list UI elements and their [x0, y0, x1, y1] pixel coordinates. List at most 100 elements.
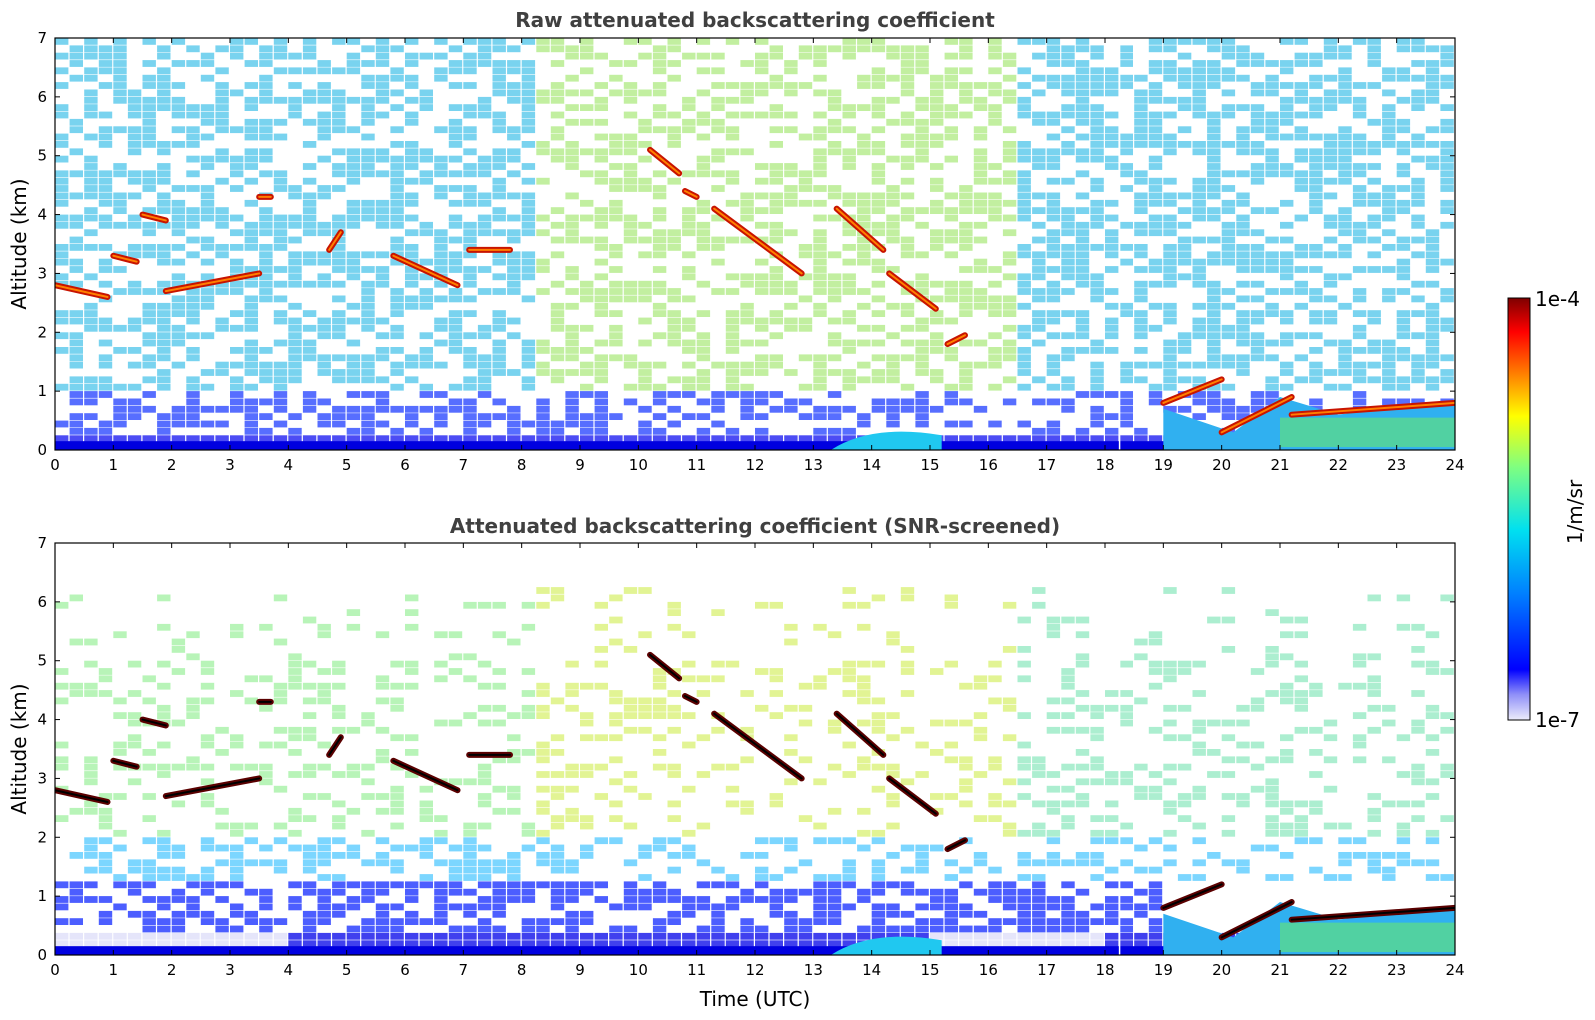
backscatter-cell	[288, 903, 302, 911]
backscatter-cell	[988, 756, 1002, 764]
backscatter-cell	[448, 133, 463, 141]
backscatter-cell	[536, 807, 550, 815]
backscatter-cell	[463, 199, 477, 207]
backscatter-cell	[98, 67, 113, 75]
backscatter-cell	[857, 221, 871, 229]
backscatter-cell	[930, 163, 944, 170]
backscatter-cell	[1075, 148, 1090, 156]
backscatter-cell	[492, 258, 506, 266]
backscatter-cell	[1134, 177, 1148, 185]
backscatter-cell	[871, 726, 886, 734]
backscatter-cell	[784, 844, 798, 852]
backscatter-cell	[959, 910, 973, 918]
backscatter-cell	[463, 866, 477, 874]
backscatter-cell	[375, 89, 390, 97]
backscatter-cell	[1032, 339, 1046, 347]
backscatter-cell	[375, 852, 390, 859]
backscatter-cell	[98, 376, 113, 384]
backscatter-cell	[973, 82, 988, 89]
backscatter-cell	[69, 398, 83, 406]
backscatter-cell	[900, 932, 915, 940]
backscatter-cell	[740, 302, 754, 310]
backscatter-cell	[186, 631, 200, 639]
backscatter-cell	[244, 266, 258, 273]
backscatter-cell	[1148, 383, 1163, 391]
backscatter-cell	[580, 682, 594, 690]
backscatter-cell	[273, 244, 288, 251]
backscatter-cell	[594, 405, 608, 413]
backscatter-cell	[390, 763, 404, 771]
backscatter-cell	[142, 141, 156, 148]
backscatter-cell	[944, 859, 958, 867]
backscatter-cell	[740, 361, 754, 369]
backscatter-cell	[463, 126, 477, 134]
backscatter-cell	[857, 192, 871, 200]
backscatter-cell	[1046, 829, 1061, 837]
backscatter-cell	[200, 874, 215, 881]
backscatter-cell	[857, 925, 871, 933]
backscatter-cell	[842, 199, 856, 207]
backscatter-cell	[259, 258, 273, 266]
backscatter-cell	[813, 903, 827, 911]
backscatter-cell	[288, 302, 302, 310]
backscatter-cell	[98, 918, 113, 925]
backscatter-cell	[69, 266, 83, 273]
backscatter-cell	[813, 427, 827, 435]
backscatter-cell	[521, 347, 536, 354]
backscatter-cell	[69, 214, 83, 222]
backscatter-cell	[521, 383, 536, 391]
backscatter-cell	[959, 244, 973, 251]
backscatter-cell	[1309, 800, 1323, 808]
backscatter-cell	[346, 940, 361, 948]
x-tick-label: 12	[745, 961, 764, 979]
backscatter-cell	[784, 199, 798, 207]
backscatter-cell	[273, 682, 288, 690]
backscatter-cell	[1046, 280, 1061, 288]
backscatter-cell	[1119, 302, 1133, 310]
backscatter-cell	[944, 214, 958, 222]
backscatter-cell	[930, 918, 944, 925]
backscatter-cell	[171, 888, 186, 896]
backscatter-cell	[477, 896, 492, 903]
backscatter-cell	[317, 280, 331, 288]
backscatter-cell	[550, 859, 565, 867]
backscatter-cell	[346, 266, 361, 273]
backscatter-cell	[317, 155, 331, 163]
backscatter-cell	[1192, 280, 1206, 288]
backscatter-cell	[1396, 398, 1411, 406]
backscatter-cell	[1148, 324, 1163, 332]
backscatter-cell	[448, 940, 463, 948]
backscatter-cell	[1002, 141, 1017, 148]
backscatter-cell	[375, 756, 390, 764]
backscatter-cell	[857, 141, 871, 148]
backscatter-cell	[1061, 712, 1075, 719]
backscatter-cell	[463, 266, 477, 273]
backscatter-cell	[477, 391, 492, 398]
backscatter-cell	[375, 354, 390, 362]
backscatter-cell	[886, 932, 900, 940]
backscatter-cell	[1148, 837, 1163, 845]
backscatter-cell	[332, 354, 346, 362]
backscatter-cell	[230, 214, 244, 222]
backscatter-cell	[1382, 133, 1396, 141]
backscatter-cell	[930, 369, 944, 376]
backscatter-cell	[1192, 690, 1206, 697]
backscatter-cell	[915, 413, 929, 420]
backscatter-cell	[1075, 60, 1090, 67]
backscatter-cell	[1367, 859, 1381, 867]
backscatter-cell	[1309, 749, 1323, 756]
backscatter-cell	[434, 126, 448, 134]
backscatter-cell	[959, 866, 973, 874]
backscatter-cell	[667, 236, 681, 244]
backscatter-cell	[696, 940, 711, 948]
backscatter-cell	[1425, 631, 1440, 639]
backscatter-cell	[1265, 258, 1279, 266]
backscatter-cell	[988, 361, 1002, 369]
backscatter-cell	[1017, 646, 1031, 653]
backscatter-cell	[1148, 918, 1163, 925]
backscatter-cell	[1192, 413, 1206, 420]
backscatter-cell	[230, 866, 244, 874]
backscatter-cell	[288, 332, 302, 340]
backscatter-cell	[944, 903, 958, 911]
